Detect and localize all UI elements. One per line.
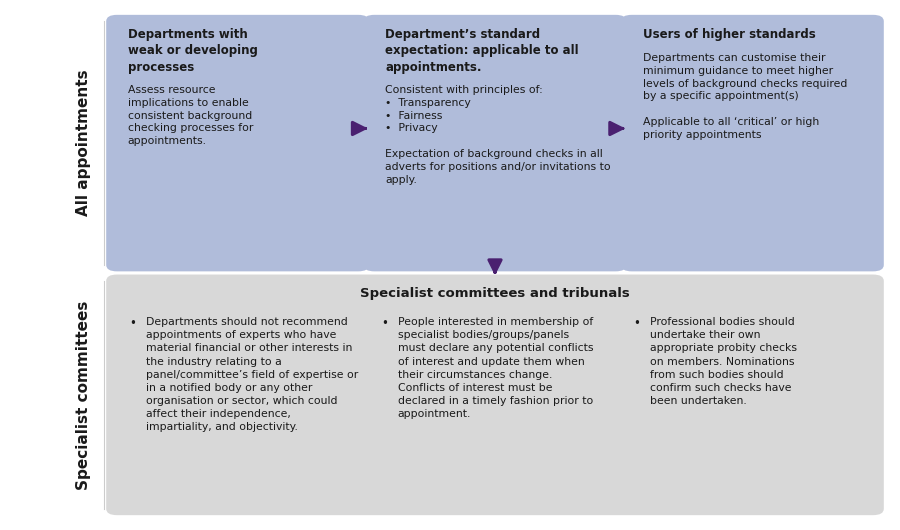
Text: Department’s standard
expectation: applicable to all
appointments.: Department’s standard expectation: appli… <box>385 28 579 74</box>
Text: Assess resource
implications to enable
consistent background
checking processes : Assess resource implications to enable c… <box>128 85 253 146</box>
Text: People interested in membership of
specialist bodies/groups/panels
must declare : People interested in membership of speci… <box>398 317 593 419</box>
Text: Specialist committees: Specialist committees <box>76 300 91 490</box>
Text: •: • <box>130 317 137 330</box>
Text: •: • <box>634 317 641 330</box>
Text: Specialist committees and tribunals: Specialist committees and tribunals <box>360 287 630 301</box>
Text: All appointments: All appointments <box>76 70 91 216</box>
Text: Consistent with principles of:
•  Transparency
•  Fairness
•  Privacy

Expectati: Consistent with principles of: • Transpa… <box>385 85 611 184</box>
FancyBboxPatch shape <box>106 15 369 271</box>
Text: Users of higher standards: Users of higher standards <box>643 28 815 41</box>
Text: Professional bodies should
undertake their own
appropriate probity checks
on mem: Professional bodies should undertake the… <box>650 317 796 405</box>
Text: Departments can customise their
minimum guidance to meet higher
levels of backgr: Departments can customise their minimum … <box>643 53 847 140</box>
FancyBboxPatch shape <box>364 15 626 271</box>
Text: •: • <box>382 317 389 330</box>
FancyBboxPatch shape <box>106 275 884 515</box>
FancyBboxPatch shape <box>621 15 884 271</box>
Text: Departments should not recommend
appointments of experts who have
material finan: Departments should not recommend appoint… <box>146 317 358 432</box>
Text: Departments with
weak or developing
processes: Departments with weak or developing proc… <box>128 28 257 74</box>
